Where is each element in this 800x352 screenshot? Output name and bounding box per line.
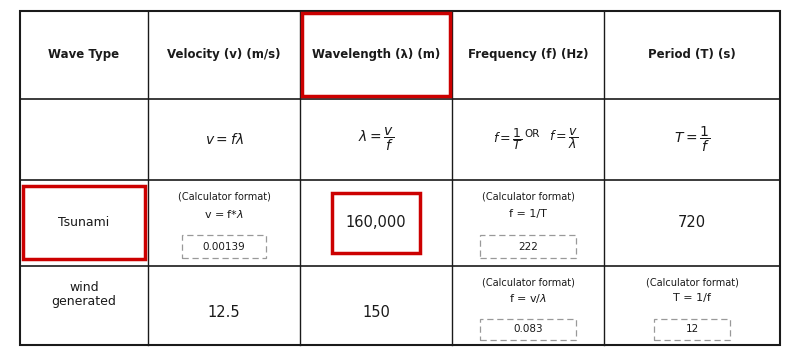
Text: Frequency (f) (Hz): Frequency (f) (Hz)	[468, 48, 588, 61]
Text: (Calculator format): (Calculator format)	[178, 191, 270, 201]
Text: 0.083: 0.083	[513, 324, 543, 334]
Text: $v = f\lambda$: $v = f\lambda$	[205, 132, 243, 146]
Text: Tsunami: Tsunami	[58, 216, 110, 229]
Bar	[480, 319, 576, 340]
Text: Velocity (v) (m/s): Velocity (v) (m/s)	[167, 48, 281, 61]
Text: wind: wind	[69, 281, 99, 294]
Text: 0.00139: 0.00139	[202, 241, 246, 252]
Bar	[332, 193, 420, 253]
Bar	[654, 319, 730, 340]
Text: OR: OR	[524, 129, 540, 139]
Text: 12.5: 12.5	[208, 305, 240, 320]
Bar	[480, 235, 576, 258]
Text: 720: 720	[678, 215, 706, 230]
Text: Wave Type: Wave Type	[49, 48, 119, 61]
Text: 160,000: 160,000	[346, 215, 406, 230]
Bar	[23, 186, 145, 259]
Text: Wavelength (λ) (m): Wavelength (λ) (m)	[312, 48, 440, 61]
Text: 12: 12	[686, 324, 698, 334]
Bar	[182, 235, 266, 258]
Text: $\lambda = \dfrac{v}{f}$: $\lambda = \dfrac{v}{f}$	[358, 125, 394, 153]
Text: f = v/$\lambda$: f = v/$\lambda$	[509, 292, 547, 305]
Text: 222: 222	[518, 241, 538, 252]
Text: f = 1/T: f = 1/T	[509, 209, 547, 219]
Text: $f = \dfrac{v}{\lambda}$: $f = \dfrac{v}{\lambda}$	[550, 127, 578, 151]
Text: Period (T) (s): Period (T) (s)	[648, 48, 736, 61]
Text: $T = \dfrac{1}{f}$: $T = \dfrac{1}{f}$	[674, 124, 710, 154]
Text: T = 1/f: T = 1/f	[673, 293, 711, 303]
Text: (Calculator format): (Calculator format)	[482, 191, 574, 201]
Text: 150: 150	[362, 305, 390, 320]
Text: v = f*$\lambda$: v = f*$\lambda$	[204, 208, 244, 220]
Text: (Calculator format): (Calculator format)	[482, 277, 574, 288]
Text: (Calculator format): (Calculator format)	[646, 277, 738, 288]
Bar	[302, 13, 450, 96]
Text: generated: generated	[51, 295, 117, 308]
Text: $f = \dfrac{1}{T}$: $f = \dfrac{1}{T}$	[493, 126, 523, 152]
